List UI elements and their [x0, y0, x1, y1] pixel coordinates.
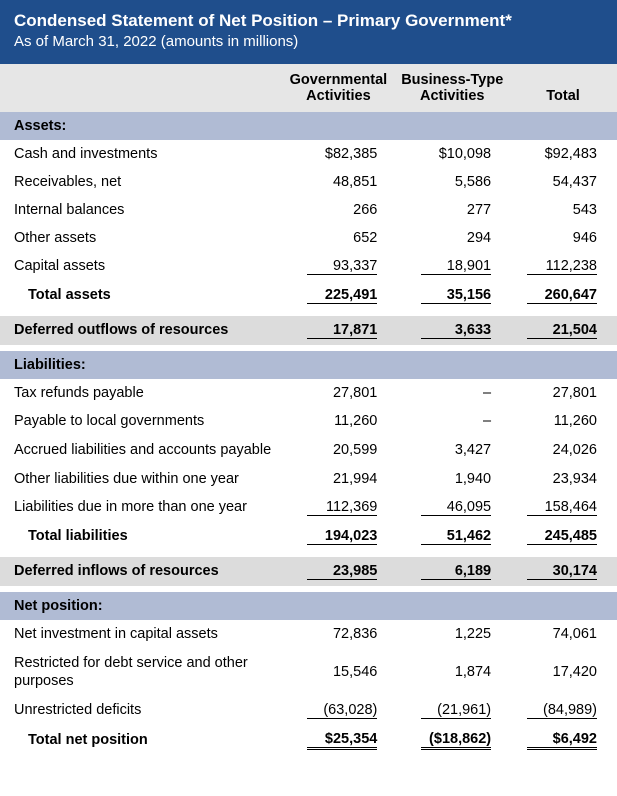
table-row: Unrestricted deficits (63,028) (21,961) …: [0, 696, 617, 725]
table-row: Receivables, net 48,851 5,586 54,437: [0, 168, 617, 196]
table-row: Payable to local governments 11,260 – 11…: [0, 407, 617, 435]
section-liabilities: Liabilities:: [0, 351, 617, 379]
column-header-row: Governmental Activities Business-Type Ac…: [0, 64, 617, 112]
deferred-inflows-row: Deferred inflows of resources 23,985 6,1…: [0, 557, 617, 586]
table-row: Liabilities due in more than one year 11…: [0, 493, 617, 522]
total-net-position-row: Total net position $25,354 ($18,862) $6,…: [0, 725, 617, 756]
table-row: Net investment in capital assets 72,836 …: [0, 620, 617, 648]
title-main: Condensed Statement of Net Position – Pr…: [14, 10, 603, 32]
total-liabilities-row: Total liabilities 194,023 51,462 245,485: [0, 522, 617, 551]
col-header-business: Business-Type Activities: [395, 64, 509, 112]
table-row: Capital assets 93,337 18,901 112,238: [0, 252, 617, 281]
section-net-position: Net position:: [0, 592, 617, 620]
deferred-outflows-row: Deferred outflows of resources 17,871 3,…: [0, 316, 617, 345]
table-row: Other liabilities due within one year 21…: [0, 465, 617, 493]
col-header-governmental: Governmental Activities: [281, 64, 395, 112]
statement-table: Condensed Statement of Net Position – Pr…: [0, 0, 617, 762]
col-header-total: Total: [509, 64, 617, 112]
table-row: Accrued liabilities and accounts payable…: [0, 435, 617, 465]
financial-table: Governmental Activities Business-Type Ac…: [0, 64, 617, 762]
title-bar: Condensed Statement of Net Position – Pr…: [0, 0, 617, 64]
table-row: Tax refunds payable 27,801 – 27,801: [0, 379, 617, 407]
title-sub: As of March 31, 2022 (amounts in million…: [14, 32, 603, 52]
table-row: Cash and investments $82,385 $10,098 $92…: [0, 140, 617, 168]
total-assets-row: Total assets 225,491 35,156 260,647: [0, 281, 617, 310]
table-row: Restricted for debt service and other pu…: [0, 648, 617, 696]
table-row: Other assets 652 294 946: [0, 224, 617, 252]
section-assets: Assets:: [0, 112, 617, 140]
table-row: Internal balances 266 277 543: [0, 196, 617, 224]
